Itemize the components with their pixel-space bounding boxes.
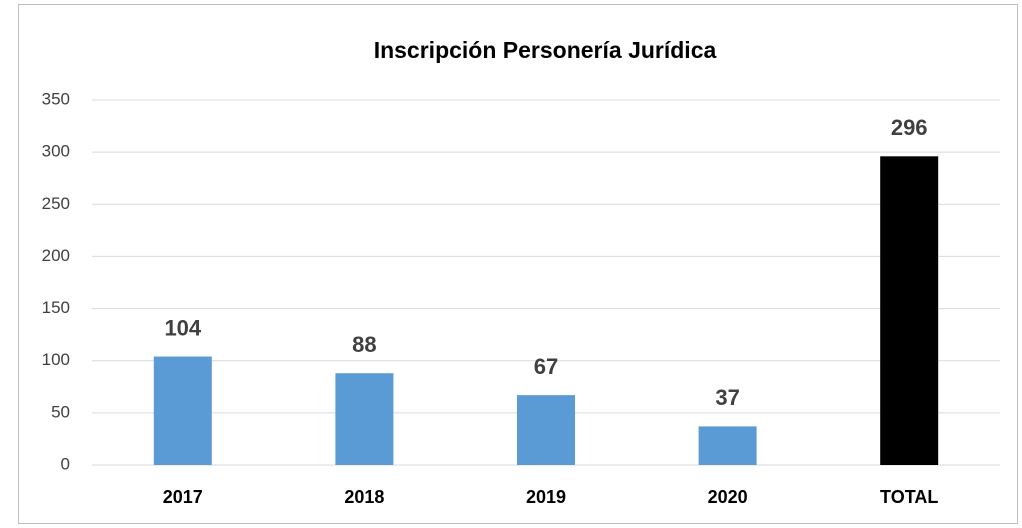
data-label: 104 <box>164 315 201 340</box>
bar <box>880 156 939 466</box>
x-tick-label: 2019 <box>526 487 566 507</box>
y-tick-label: 100 <box>42 350 70 369</box>
data-label: 296 <box>891 115 928 140</box>
chart-title: Inscripción Personería Jurídica <box>374 37 717 63</box>
data-label: 67 <box>534 354 558 379</box>
y-tick-label: 200 <box>42 246 70 265</box>
bar <box>698 426 757 465</box>
x-tick-label: 2020 <box>708 487 748 507</box>
x-tick-label: TOTAL <box>880 487 938 507</box>
data-label: 88 <box>352 332 376 357</box>
x-tick-label: 2017 <box>163 487 203 507</box>
y-tick-label: 150 <box>42 298 70 317</box>
bar <box>335 373 394 465</box>
bar <box>153 356 212 465</box>
y-tick-label: 50 <box>51 402 70 421</box>
y-tick-label: 250 <box>42 194 70 213</box>
y-tick-label: 300 <box>42 142 70 161</box>
data-label: 37 <box>715 385 739 410</box>
y-tick-label: 350 <box>42 89 70 108</box>
bar <box>517 395 575 465</box>
x-tick-label: 2018 <box>344 487 384 507</box>
y-tick-label: 0 <box>61 454 70 473</box>
